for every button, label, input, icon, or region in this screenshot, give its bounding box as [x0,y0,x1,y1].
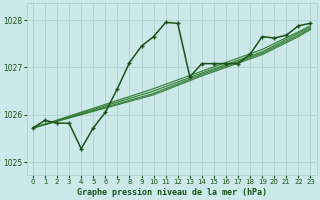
X-axis label: Graphe pression niveau de la mer (hPa): Graphe pression niveau de la mer (hPa) [77,188,267,197]
